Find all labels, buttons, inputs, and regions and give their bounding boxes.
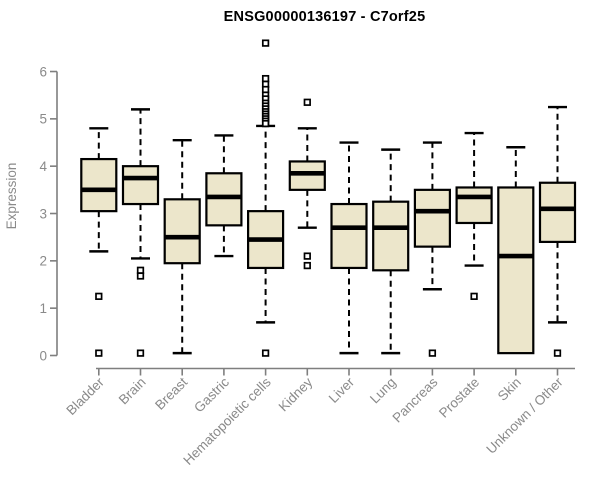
- y-tick-label: 3: [39, 206, 47, 221]
- x-tick-label: Breast: [152, 374, 190, 412]
- x-tick-label: Prostate: [436, 375, 482, 421]
- boxplot-brain: [121, 108, 160, 357]
- box-rect: [288, 160, 326, 191]
- outlier-point: [136, 272, 145, 280]
- x-tick-label: Liver: [326, 374, 358, 406]
- y-tick-label: 5: [39, 112, 47, 127]
- boxplot-bladder: [80, 127, 118, 357]
- outlier-point: [553, 349, 562, 357]
- y-tick-label: 6: [39, 64, 47, 79]
- boxplot-kidney: [288, 98, 326, 270]
- x-tick-label: Kidney: [276, 374, 316, 414]
- y-tick-label: 0: [39, 348, 47, 363]
- boxplot-skin: [497, 146, 535, 355]
- y-tick-label: 2: [39, 254, 47, 269]
- outlier-point: [261, 74, 270, 83]
- box-rect: [163, 198, 201, 265]
- x-tick-label: Gastric: [191, 374, 232, 415]
- outlier-point: [95, 292, 103, 300]
- y-tick-label: 1: [39, 301, 47, 316]
- outlier-point: [261, 85, 270, 94]
- outlier-point: [470, 292, 478, 300]
- x-tick-label: Bladder: [63, 374, 107, 418]
- boxes-group: [80, 39, 577, 357]
- outlier-point: [261, 119, 270, 128]
- boxplot-hematopoietic-cells: [247, 39, 285, 357]
- box-rect: [497, 186, 535, 355]
- box-rect: [372, 200, 410, 272]
- x-tick-label: Pancreas: [390, 374, 441, 425]
- box-rect: [538, 181, 577, 244]
- y-tick-label: 4: [39, 159, 47, 174]
- boxplot-liver: [330, 141, 368, 355]
- boxplot-pancreas: [413, 141, 451, 357]
- boxplot-prostate: [455, 131, 493, 300]
- outlier-point: [303, 252, 311, 260]
- box-rect: [205, 172, 243, 227]
- box-rect: [121, 165, 160, 206]
- boxplot-lung: [372, 148, 410, 355]
- x-tick-label: Brain: [116, 375, 149, 408]
- outlier-point: [428, 349, 437, 357]
- box-rect: [413, 188, 451, 248]
- x-tick-label: Unknown / Other: [483, 374, 566, 457]
- y-axis-label: Expression: [4, 163, 19, 230]
- boxplot-gastric: [205, 134, 243, 258]
- x-tick-label: Lung: [367, 375, 399, 407]
- outlier-point: [303, 98, 311, 106]
- outlier-point: [136, 266, 145, 274]
- outlier-point: [95, 349, 103, 357]
- box-rect: [80, 157, 118, 213]
- outlier-point: [136, 349, 145, 357]
- outlier-point: [303, 261, 311, 270]
- chart-title: ENSG00000136197 - C7orf25: [223, 9, 426, 25]
- box-rect: [330, 202, 368, 270]
- boxplot-breast: [163, 138, 201, 355]
- outlier-point: [261, 39, 270, 47]
- outlier-point: [261, 349, 270, 357]
- box-rect: [455, 186, 493, 225]
- boxplot-unknown-other: [538, 105, 577, 357]
- x-tick-label: Skin: [495, 375, 524, 404]
